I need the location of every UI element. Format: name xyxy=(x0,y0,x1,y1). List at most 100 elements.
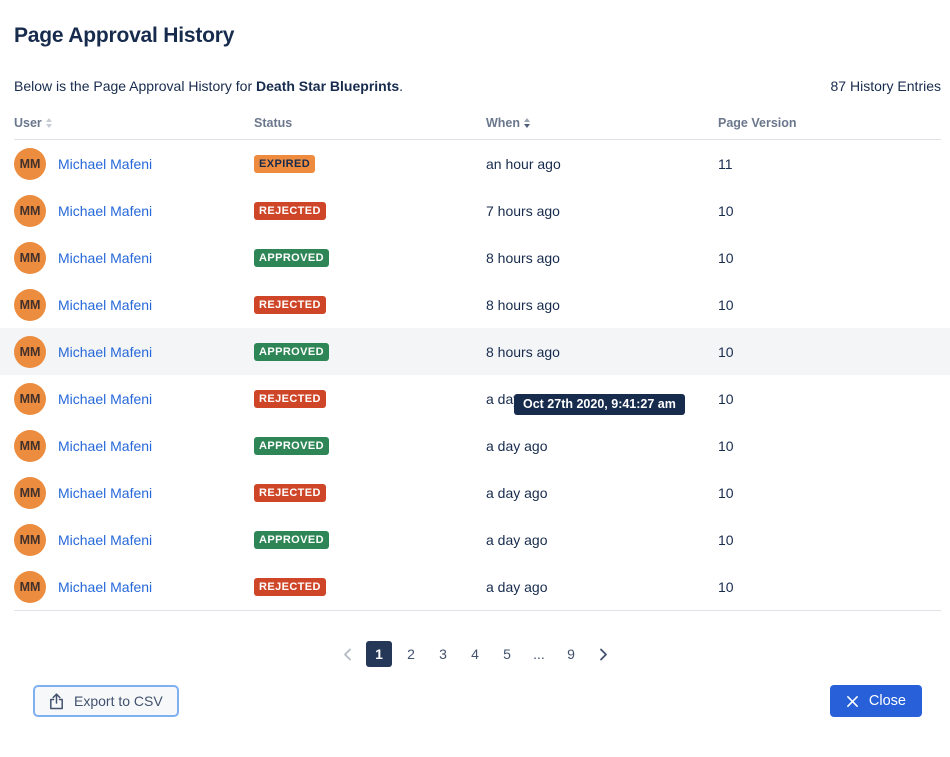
table-row: MM Michael Mafeni APPROVED a day ago 10 xyxy=(0,516,950,563)
user-cell: MM Michael Mafeni xyxy=(14,194,254,227)
user-cell: MM Michael Mafeni xyxy=(14,382,254,415)
table-bottom-divider xyxy=(14,610,941,611)
previous-page-button[interactable] xyxy=(334,641,360,667)
user-cell: MM Michael Mafeni xyxy=(14,241,254,274)
pagination-page-2[interactable]: 2 xyxy=(407,646,415,662)
user-link[interactable]: Michael Mafeni xyxy=(58,390,153,407)
when-text[interactable]: 8 hours ago xyxy=(486,249,560,266)
approval-history-table: User Status When Page Version MM Michael… xyxy=(0,116,950,611)
sort-desc-icon xyxy=(524,118,531,128)
next-page-button[interactable] xyxy=(590,641,616,667)
pagination-page-9[interactable]: 9 xyxy=(567,646,575,662)
table-row: MM Michael Mafeni REJECTED a day ago 10 xyxy=(0,563,950,610)
when-text[interactable]: 8 hours ago xyxy=(486,296,560,313)
avatar: MM xyxy=(14,429,46,462)
page-version: 10 xyxy=(718,531,734,548)
export-icon xyxy=(49,692,64,710)
avatar: MM xyxy=(14,523,46,556)
subtitle-row: Below is the Page Approval History for D… xyxy=(14,78,941,94)
column-header-user[interactable]: User xyxy=(14,116,254,130)
status-badge: REJECTED xyxy=(254,484,326,502)
when-text[interactable]: a day ago xyxy=(486,531,548,548)
avatar: MM xyxy=(14,382,46,415)
table-row: MM Michael Mafeni APPROVED 8 hours ago 1… xyxy=(0,328,950,375)
when-text[interactable]: a day ago xyxy=(486,578,548,595)
user-link[interactable]: Michael Mafeni xyxy=(58,531,153,548)
when-text[interactable]: a day ago xyxy=(486,484,548,501)
avatar: MM xyxy=(14,335,46,368)
when-text[interactable]: a day ago xyxy=(486,437,548,454)
page-version: 10 xyxy=(718,484,734,501)
page-version: 10 xyxy=(718,578,734,595)
user-link[interactable]: Michael Mafeni xyxy=(58,484,153,501)
table-row: MM Michael Mafeni EXPIRED an hour ago 11 xyxy=(0,140,950,187)
table-row: MM Michael Mafeni REJECTED a day ago 10 xyxy=(0,375,950,422)
status-badge: APPROVED xyxy=(254,437,329,455)
page-version: 10 xyxy=(718,202,734,219)
user-link[interactable]: Michael Mafeni xyxy=(58,202,153,219)
user-cell: MM Michael Mafeni xyxy=(14,523,254,556)
subtitle-prefix: Below is the Page Approval History for xyxy=(14,78,257,94)
user-link[interactable]: Michael Mafeni xyxy=(58,437,153,454)
table-header-row: User Status When Page Version xyxy=(14,116,941,140)
when-text[interactable]: 8 hours ago xyxy=(486,343,560,360)
column-header-page-version: Page Version xyxy=(718,116,797,130)
status-badge: APPROVED xyxy=(254,249,329,267)
status-badge: REJECTED xyxy=(254,390,326,408)
when-text[interactable]: an hour ago xyxy=(486,155,561,172)
close-button[interactable]: Close xyxy=(829,685,922,717)
table-row: MM Michael Mafeni APPROVED 8 hours ago 1… xyxy=(0,234,950,281)
user-cell: MM Michael Mafeni xyxy=(14,335,254,368)
close-icon xyxy=(846,695,859,708)
user-cell: MM Michael Mafeni xyxy=(14,429,254,462)
status-badge: EXPIRED xyxy=(254,155,316,173)
user-link[interactable]: Michael Mafeni xyxy=(58,249,153,266)
pagination-page-1[interactable]: 1 xyxy=(366,641,392,667)
user-link[interactable]: Michael Mafeni xyxy=(58,155,153,172)
avatar: MM xyxy=(14,194,46,227)
table-row: MM Michael Mafeni REJECTED a day ago 10 xyxy=(0,469,950,516)
export-to-csv-button[interactable]: Export to CSV xyxy=(33,685,179,717)
pagination-ellipsis: ... xyxy=(533,646,545,662)
avatar: MM xyxy=(14,147,46,180)
avatar: MM xyxy=(14,288,46,321)
pagination: 1 2 3 4 5 ... 9 xyxy=(0,641,950,667)
page-version: 10 xyxy=(718,249,734,266)
subtitle-page-name: Death Star Blueprints xyxy=(256,78,400,94)
status-badge: APPROVED xyxy=(254,531,329,549)
user-link[interactable]: Michael Mafeni xyxy=(58,296,153,313)
user-cell: MM Michael Mafeni xyxy=(14,147,254,180)
status-badge: REJECTED xyxy=(254,296,326,314)
table-row: MM Michael Mafeni REJECTED 7 hours ago 1… xyxy=(0,187,950,234)
status-badge: REJECTED xyxy=(254,202,326,220)
user-cell: MM Michael Mafeni xyxy=(14,476,254,509)
export-button-label: Export to CSV xyxy=(74,693,163,709)
column-header-status: Status xyxy=(254,116,293,130)
page-title: Page Approval History xyxy=(14,24,235,47)
status-badge: REJECTED xyxy=(254,578,326,596)
user-link[interactable]: Michael Mafeni xyxy=(58,343,153,360)
table-row: MM Michael Mafeni REJECTED 8 hours ago 1… xyxy=(0,281,950,328)
user-cell: MM Michael Mafeni xyxy=(14,570,254,603)
pagination-page-3[interactable]: 3 xyxy=(439,646,447,662)
page-version: 11 xyxy=(718,155,733,172)
page-version: 10 xyxy=(718,296,734,313)
subtitle-suffix: . xyxy=(399,78,404,94)
user-link[interactable]: Michael Mafeni xyxy=(58,578,153,595)
subtitle: Below is the Page Approval History for D… xyxy=(14,78,403,94)
column-header-when[interactable]: When xyxy=(486,116,718,130)
when-text[interactable]: 7 hours ago xyxy=(486,202,560,219)
page-version: 10 xyxy=(718,390,734,407)
timestamp-tooltip: Oct 27th 2020, 9:41:27 am xyxy=(514,394,685,415)
user-cell: MM Michael Mafeni xyxy=(14,288,254,321)
avatar: MM xyxy=(14,570,46,603)
page-approval-history-dialog: Page Approval History Below is the Page … xyxy=(0,24,950,757)
footer-actions: Export to CSV Close xyxy=(33,685,922,717)
avatar: MM xyxy=(14,241,46,274)
table-row: MM Michael Mafeni APPROVED a day ago 10 xyxy=(0,422,950,469)
page-version: 10 xyxy=(718,343,734,360)
pagination-page-4[interactable]: 4 xyxy=(471,646,479,662)
close-button-label: Close xyxy=(868,693,906,709)
page-version: 10 xyxy=(718,437,734,454)
pagination-page-5[interactable]: 5 xyxy=(503,646,511,662)
